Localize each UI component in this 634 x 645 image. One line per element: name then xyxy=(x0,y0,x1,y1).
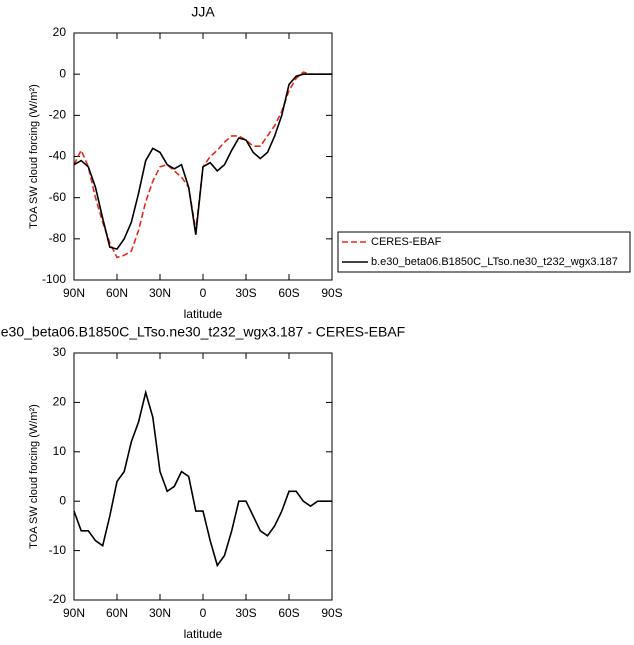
y-tick-label: -40 xyxy=(49,149,67,163)
y-tick-label: 0 xyxy=(59,493,66,507)
x-tick-label: 30N xyxy=(149,606,171,620)
y-tick-label: -10 xyxy=(49,543,67,557)
y-axis-label: TOA SW cloud forcing (W/m²) xyxy=(28,84,40,229)
plot-frame xyxy=(73,32,333,281)
chart-title: JJA xyxy=(191,4,215,20)
x-axis-label: latitude xyxy=(184,627,223,641)
x-tick-label: 90N xyxy=(63,286,85,300)
x-tick-label: 90S xyxy=(321,606,342,620)
x-tick-label: 60N xyxy=(106,286,128,300)
y-tick-label: 10 xyxy=(53,444,67,458)
x-tick-label: 90N xyxy=(63,606,85,620)
x-tick-label: 30S xyxy=(235,286,256,300)
x-tick-label: 90S xyxy=(321,286,342,300)
y-tick-label: -20 xyxy=(49,592,67,606)
legend-box xyxy=(337,231,631,273)
series-line xyxy=(73,73,332,251)
y-tick-label: -20 xyxy=(49,108,67,122)
y-tick-label: -60 xyxy=(49,190,67,204)
x-tick-label: 30S xyxy=(235,606,256,620)
y-tick-label: 20 xyxy=(53,25,67,39)
plot-frame xyxy=(73,352,333,601)
x-tick-label: 60S xyxy=(278,286,299,300)
series-line xyxy=(73,71,332,259)
x-tick-label: 0 xyxy=(200,606,207,620)
y-tick-label: -100 xyxy=(42,272,66,286)
y-axis-label: TOA SW cloud forcing (W/m²) xyxy=(28,404,40,549)
x-tick-label: 60N xyxy=(106,606,128,620)
y-tick-label: 20 xyxy=(53,395,67,409)
y-tick-label: 30 xyxy=(53,345,67,359)
chart-title: e30_beta06.B1850C_LTso.ne30_t232_wgx3.18… xyxy=(1,324,405,340)
legend-label: b.e30_beta06.B1850C_LTso.ne30_t232_wgx3.… xyxy=(371,256,618,268)
x-tick-label: 60S xyxy=(278,606,299,620)
y-tick-label: 0 xyxy=(59,66,66,80)
y-tick-label: -80 xyxy=(49,231,67,245)
x-tick-label: 0 xyxy=(200,286,207,300)
legend-label: CERES-EBAF xyxy=(371,236,442,248)
x-tick-label: 30N xyxy=(149,286,171,300)
series-line xyxy=(73,389,332,568)
x-axis-label: latitude xyxy=(184,307,223,321)
